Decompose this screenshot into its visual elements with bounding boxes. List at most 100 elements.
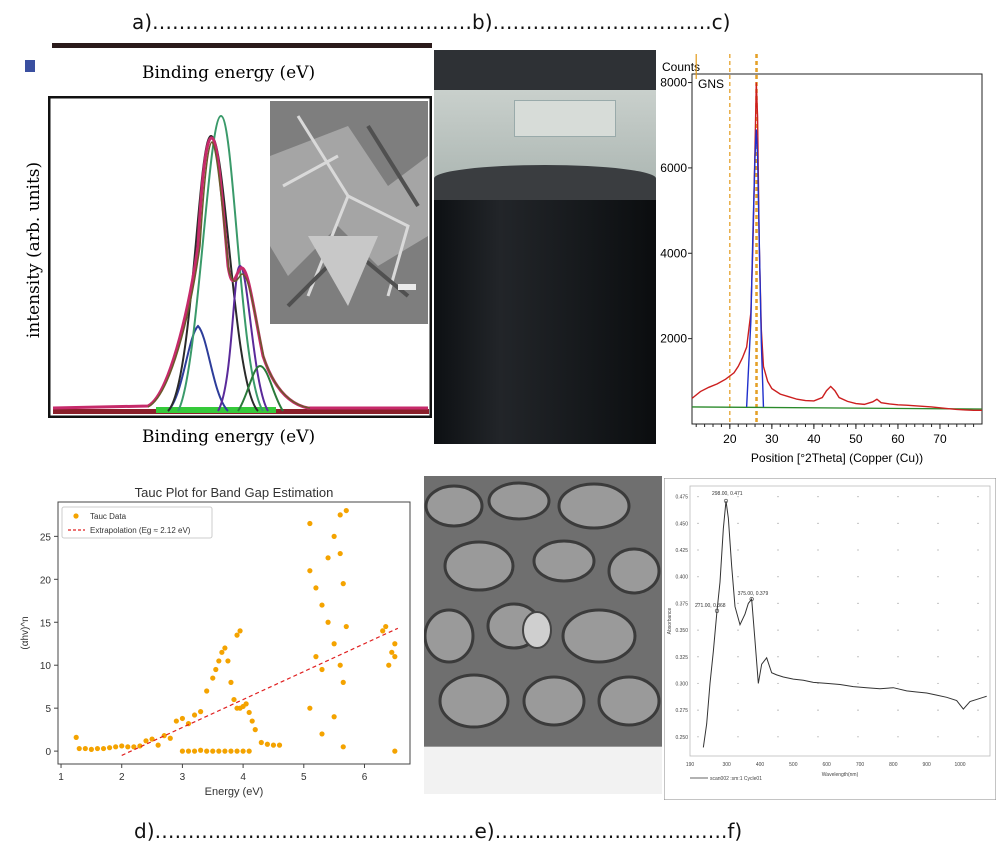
tauc-data-point [258,739,264,746]
xrd-y-tick-label: 2000 [660,332,687,346]
tauc-extrapolation-line [121,627,399,756]
uvvis-x-axis-label: Wavelength(nm) [822,772,859,778]
uvvis-x-tick-label: 1000 [954,762,965,768]
xrd-legend-label: GNS [698,77,724,91]
uvvis-grid-dot [697,496,699,498]
tauc-data-point [179,715,186,722]
tauc-data-point [392,641,398,647]
uvvis-grid-dot [937,576,939,578]
tauc-y-tick-label: 20 [40,575,52,586]
tauc-data-point [131,744,137,750]
tauc-y-tick-label: 0 [45,747,51,758]
uvvis-grid-dot [817,736,819,738]
tauc-legend-label: Tauc Data [90,512,127,521]
panel-d-tauc-chart: Tauc Plot for Band Gap Estimation0510152… [20,485,411,798]
uvvis-grid-dot [977,736,979,738]
uvvis-grid-dot [857,602,859,604]
tauc-data-point [231,696,237,703]
uvvis-grid-dot [777,629,779,631]
panel-a-sem-inset [270,101,428,324]
uvvis-grid-dot [897,602,899,604]
uvvis-y-tick-label: 0.325 [675,655,688,661]
uvvis-grid-dot [697,602,699,604]
uvvis-grid-dot [937,549,939,551]
uvvis-grid-dot [697,656,699,658]
tauc-data-point [319,731,325,737]
panel-a-component-peak-3 [177,114,264,412]
tauc-data-point [307,705,313,711]
tauc-data-point [313,585,319,591]
tauc-data-point [191,748,198,754]
tauc-data-point [113,744,119,750]
tauc-data-point [100,745,107,752]
panel-c-xrd-chart: Counts GNS 2000 4000 6000 8000 20 30 40 50 60 70 Pos… [660,54,983,465]
tauc-data-point [380,628,386,634]
uvvis-grid-dot [977,496,979,498]
uvvis-grid-dot [857,576,859,578]
uvvis-y-tick-label: 0.275 [675,708,688,714]
tauc-data-point [337,512,343,518]
xrd-y-tick-label: 8000 [660,76,687,90]
uvvis-grid-dot [737,602,739,604]
uvvis-grid-dot [817,629,819,631]
uvvis-grid-dot [937,682,939,685]
tauc-data-point [82,745,88,752]
panel-a-top-axis-label: Binding energy (eV) [142,63,316,83]
tauc-data-point [198,709,204,715]
tauc-data-point [222,645,228,651]
uvvis-x-tick-label: 190 [686,762,695,768]
tauc-data-point [76,745,82,752]
uvvis-grid-dot [737,576,739,578]
panel-b-label [514,100,616,137]
uvvis-grid-dot [937,629,939,631]
tauc-data-point [106,745,113,751]
tauc-data-point [337,662,343,668]
xrd-x-tick-label: 30 [765,432,779,446]
uvvis-grid-dot [737,522,739,524]
tauc-data-point [392,748,398,754]
uvvis-grid-dot [737,549,739,551]
tauc-data-point [234,632,240,638]
uvvis-grid-dot [777,496,779,498]
tauc-data-point [204,688,210,694]
xrd-fit-line [745,129,765,407]
uvvis-grid-dot [817,602,819,604]
xrd-y-tick-label: 6000 [660,161,687,175]
tauc-data-point [246,748,252,754]
tauc-data-point [252,727,258,733]
uvvis-grid-dot [937,496,939,498]
uvvis-grid-dot [857,736,859,738]
panel-a-corner-icon [25,60,35,72]
tauc-legend-label: Extrapolation (Eg ≈ 2.12 eV) [90,526,191,535]
tauc-data-point [143,738,149,744]
uvvis-x-tick-label: 800 [889,762,898,768]
uvvis-grid-dot [897,522,899,524]
uvvis-grid-dot [737,629,739,631]
uvvis-peak-marker [749,597,754,602]
tauc-legend-box [61,506,213,539]
uvvis-x-tick-label: 700 [856,762,865,768]
tauc-data-point [204,748,210,754]
panel-b-cap [434,50,656,90]
panel-a-green-base [156,407,276,413]
tauc-data-point [340,581,346,587]
uvvis-x-tick-label: 300 [722,762,731,768]
uvvis-grid-dot [897,709,899,711]
tauc-data-point [331,533,337,539]
tauc-data-point [216,658,222,664]
tauc-data-point [276,742,283,748]
uvvis-grid-dot [777,549,779,551]
tauc-data-point [337,550,343,557]
uvvis-grid-dot [777,602,779,604]
uvvis-grid-dot [737,736,739,738]
tauc-data-point [343,623,349,630]
xrd-background-line [691,406,983,410]
uvvis-grid-dot [817,656,819,658]
tauc-y-tick-label: 10 [40,661,52,672]
tauc-data-point [119,743,125,749]
panel-e-sem-image [424,476,662,794]
uvvis-grid-dot [977,709,979,711]
xrd-x-axis-label: Position [°2Theta] (Copper (Cu)) [751,451,923,465]
uvvis-grid-dot [897,549,899,551]
uvvis-grid-dot [697,682,699,685]
